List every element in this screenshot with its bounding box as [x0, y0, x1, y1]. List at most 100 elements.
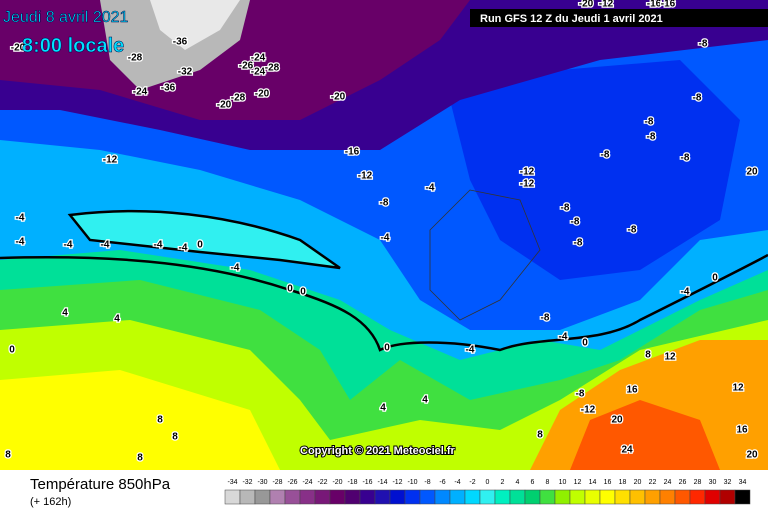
valid-date: Jeudi 8 avril 2021	[3, 9, 129, 26]
scale-swatch	[509, 489, 526, 505]
contour-label: 0	[300, 287, 306, 298]
contour-label: -24	[133, 87, 148, 98]
contour-label: -24	[251, 67, 266, 78]
contour-label: -4	[179, 243, 188, 254]
scale-swatch	[479, 489, 496, 505]
scale-swatch	[314, 489, 331, 505]
contour-label: -4	[466, 345, 475, 356]
contour-label: -8	[576, 389, 585, 400]
contour-label: -8	[574, 238, 583, 249]
contour-label: -12	[358, 171, 373, 182]
contour-label: -12	[520, 179, 535, 190]
scale-swatch	[269, 489, 286, 505]
scale-tick-label: -26	[287, 479, 297, 486]
contour-label: -36	[161, 83, 176, 94]
scale-tick-label: 6	[531, 479, 535, 486]
contour-label: -4	[154, 240, 163, 251]
contour-label: -16	[661, 0, 676, 10]
scale-tick-label: 12	[574, 479, 582, 486]
scale-tick-label: 26	[679, 479, 687, 486]
contour-label: 8	[157, 415, 163, 426]
contour-labels: -36-28-32-24 -36-24-26-24 -28-28-20-20 -20-…	[4, 0, 759, 465]
scale-swatch	[284, 489, 301, 505]
contour-label: -12	[581, 405, 596, 416]
scale-swatch	[629, 489, 646, 505]
contour-label: 4	[380, 403, 386, 414]
scale-tick-label: 2	[501, 479, 505, 486]
scale-tick-label: -24	[302, 479, 312, 486]
valid-time: 8:00 locale	[22, 35, 124, 57]
scale-tick-label: -4	[454, 479, 460, 486]
color-scale: -34 -32 -30 -28 -26 -24 -22 -20 -18 -16 -14 -12 -10-…	[224, 479, 751, 505]
contour-label: 0	[197, 240, 203, 251]
contour-label: -8	[571, 217, 580, 228]
contour-label: -16	[345, 147, 360, 158]
scale-swatch	[734, 489, 751, 505]
scale-swatch	[224, 489, 241, 505]
scale-tick-label: -12	[392, 479, 402, 486]
contour-label: -4	[16, 237, 25, 248]
contour-label: -12	[520, 167, 535, 178]
run-info: Run GFS 12 Z du Jeudi 1 avril 2021	[480, 13, 663, 25]
scale-swatch	[584, 489, 601, 505]
scale-tick-label: 24	[664, 479, 672, 486]
scale-swatch	[539, 489, 556, 505]
copyright: Copyright © 2021 Meteociel.fr	[300, 445, 456, 457]
contour-label: -20	[579, 0, 594, 10]
contour-label: -8	[681, 153, 690, 164]
scale-tick-label: -10	[407, 479, 417, 486]
scale-tick-label: -6	[439, 479, 445, 486]
scale-tick-label: -20	[332, 479, 342, 486]
scale-tick-label: -2	[469, 479, 475, 486]
contour-label: 4	[422, 395, 428, 406]
scale-tick-label: 20	[634, 479, 642, 486]
scale-tick-label: -8	[424, 479, 430, 486]
contour-label: -36	[173, 37, 188, 48]
scale-tick-label: -18	[347, 479, 357, 486]
contour-label: 16	[736, 425, 748, 436]
scale-swatch	[374, 489, 391, 505]
footer-title: Température 850hPa	[30, 476, 171, 493]
scale-tick-label: 30	[709, 479, 717, 486]
contour-label: -8	[380, 198, 389, 209]
contour-label: 8	[137, 453, 143, 464]
scale-swatch	[704, 489, 721, 505]
scale-tick-label: -14	[377, 479, 387, 486]
scale-swatch	[449, 489, 466, 505]
scale-tick-label: 22	[649, 479, 657, 486]
contour-label: 20	[611, 415, 623, 426]
scale-swatch	[674, 489, 691, 505]
contour-label: -8	[645, 117, 654, 128]
contour-label: -8	[601, 150, 610, 161]
scale-swatch	[299, 489, 316, 505]
contour-label: -20	[11, 43, 26, 54]
contour-label: -24	[251, 53, 266, 64]
contour-label: 8	[5, 450, 11, 461]
contour-label: -8	[628, 225, 637, 236]
scale-swatch	[719, 489, 736, 505]
contour-label: 8	[537, 430, 543, 441]
contour-label: 8	[172, 432, 178, 443]
contour-label: -4	[231, 263, 240, 274]
scale-swatch	[689, 489, 706, 505]
greenland-coast	[67, 209, 341, 270]
scale-swatch	[614, 489, 631, 505]
band	[450, 60, 740, 280]
scale-tick-label: 10	[559, 479, 567, 486]
scale-swatch	[389, 489, 406, 505]
contour-label: 20	[746, 450, 758, 461]
scale-tick-label: -16	[362, 479, 372, 486]
contour-label: 0	[582, 338, 588, 349]
contour-label: -26	[239, 61, 254, 72]
run-banner	[470, 9, 768, 27]
band	[150, 0, 240, 50]
contour-label: 12	[664, 352, 676, 363]
forecast-lead: (+ 162h)	[30, 496, 71, 508]
scale-swatch	[554, 489, 571, 505]
contour-label: -32	[178, 67, 193, 78]
scale-swatch	[419, 489, 436, 505]
scale-swatch	[524, 489, 541, 505]
band	[0, 370, 280, 470]
scale-tick-label: 4	[516, 479, 520, 486]
contour-label: -8	[541, 313, 550, 324]
